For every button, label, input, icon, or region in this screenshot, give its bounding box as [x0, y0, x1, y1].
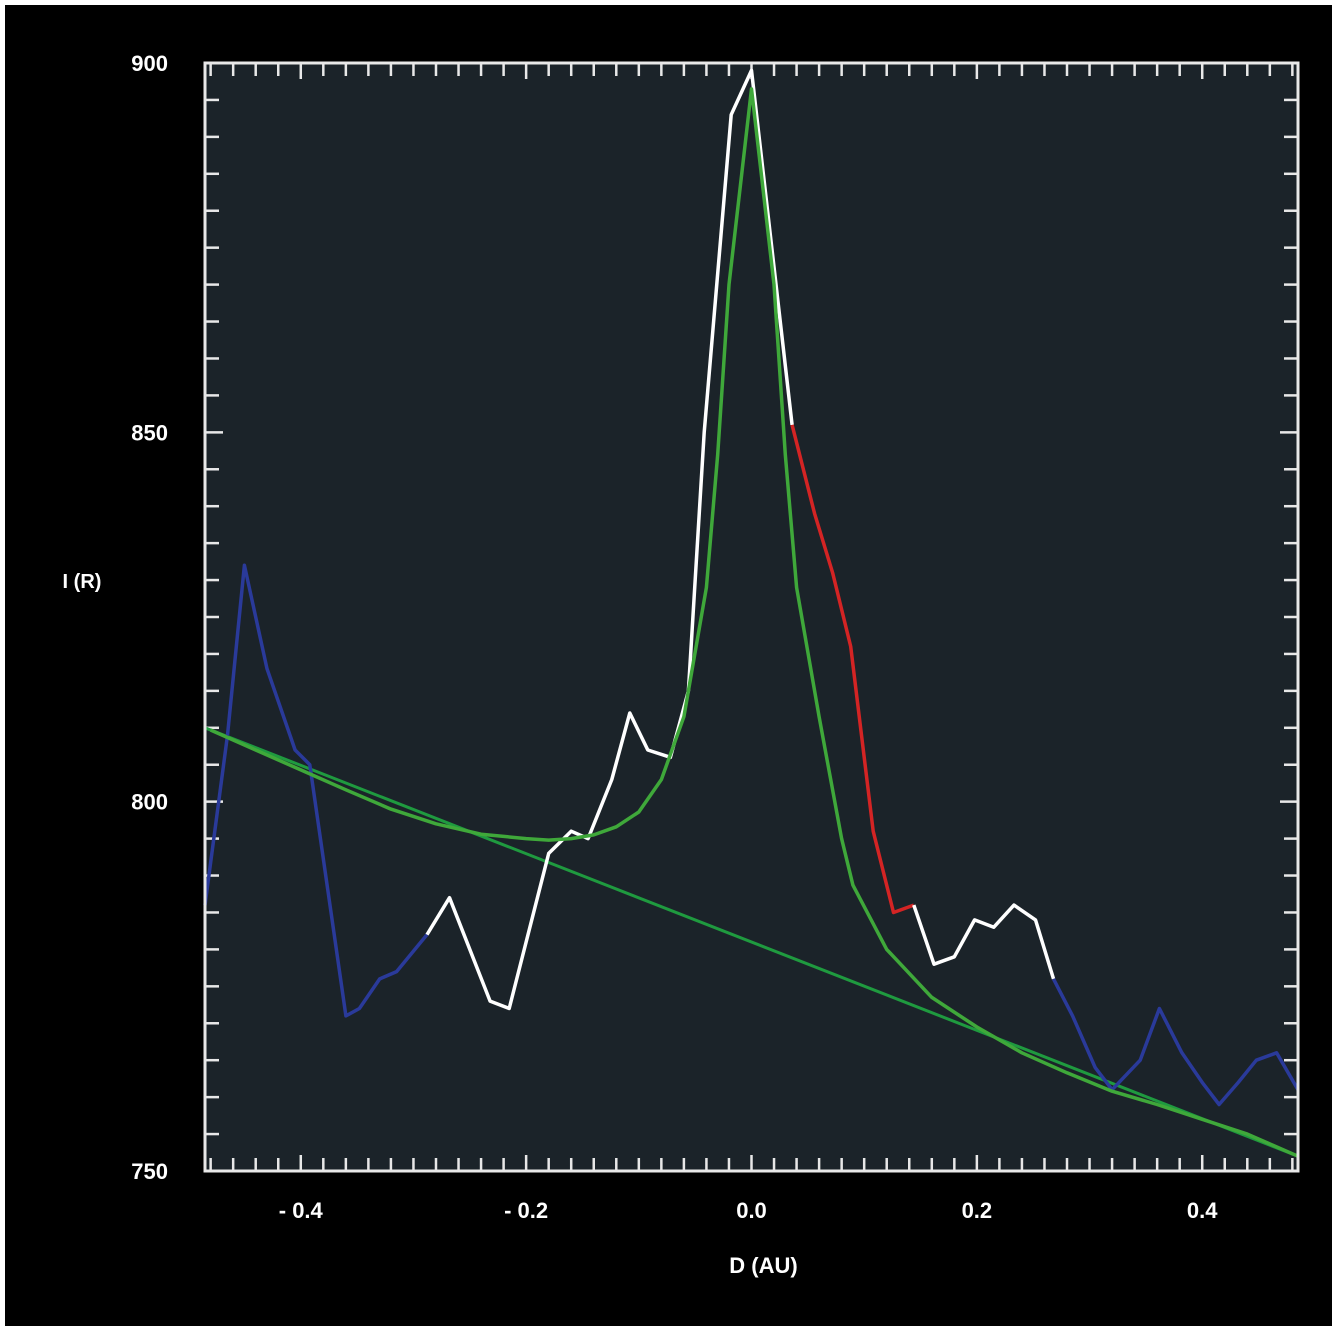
plot-border [203, 61, 1300, 1173]
y-tick-label: 750 [131, 1159, 168, 1184]
observed-line-excluded [203, 734, 230, 906]
x-axis-label: D (AU) [729, 1253, 797, 1278]
y-tick-label: 850 [131, 420, 168, 445]
observed-line-fitted [425, 68, 794, 1011]
y-tick-label: 900 [131, 51, 168, 76]
tick-labels: 750 800 850 900 - 0.4 - 0.2 0.0 0.2 0.4 [131, 51, 1218, 1223]
x-tick-label: 0.2 [962, 1198, 993, 1223]
plot-area [205, 63, 1298, 1171]
observed-line-fitted [912, 903, 1056, 980]
fit-curve [209, 87, 1299, 1158]
observed-line-excluded [225, 563, 429, 1018]
y-tick-label: 800 [131, 790, 168, 815]
y-axis-label: I (R) [63, 571, 102, 593]
observed-line-excess [790, 424, 915, 915]
x-tick-label: 0.0 [736, 1198, 767, 1223]
x-tick-label: - 0.4 [279, 1198, 324, 1223]
x-tick-label: 0.4 [1187, 1198, 1218, 1223]
axis-ticks [205, 61, 1298, 1173]
x-tick-label: - 0.2 [504, 1198, 548, 1223]
plot-series [203, 68, 1300, 1158]
observed-line-excluded [1051, 978, 1300, 1107]
